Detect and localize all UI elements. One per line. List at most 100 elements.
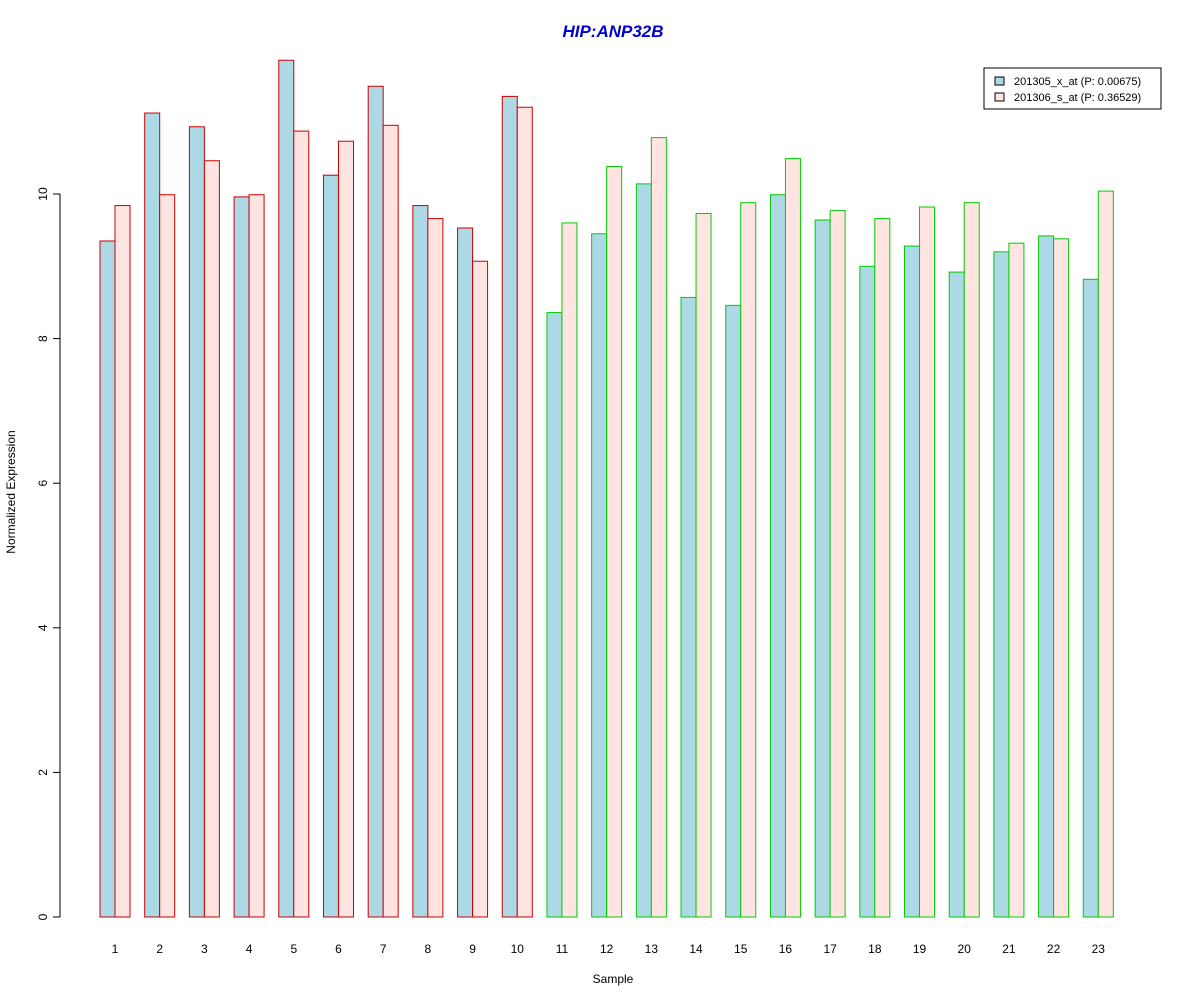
category-group <box>278 59 310 918</box>
bar-series-1 <box>1038 235 1055 918</box>
bar-series-2 <box>293 130 310 918</box>
bar-series-1 <box>367 85 384 918</box>
x-tick-label: 22 <box>1047 942 1061 956</box>
bar-series-1 <box>948 271 965 918</box>
bar-series-2 <box>784 158 801 918</box>
x-tick-label: 20 <box>958 942 972 956</box>
x-tick-label: 3 <box>201 942 208 956</box>
bar-series-2 <box>472 260 489 918</box>
y-tick-label: 10 <box>36 187 50 201</box>
bar-series-1 <box>725 304 742 918</box>
bar-series-1 <box>904 245 921 918</box>
bar-series-1 <box>591 233 608 918</box>
bar-series-1 <box>144 112 161 918</box>
category-group <box>233 194 265 918</box>
x-tick-label: 15 <box>734 942 748 956</box>
x-tick-label: 10 <box>511 942 525 956</box>
x-tick-label: 16 <box>779 942 793 956</box>
bar-series-1 <box>859 265 876 918</box>
y-axis: 0 2 4 6 8 10 <box>36 187 61 920</box>
y-tick-label: 0 <box>36 913 50 920</box>
bar-series-2 <box>248 194 265 918</box>
bar-series-2 <box>382 124 399 918</box>
x-tick-label: 5 <box>290 942 297 956</box>
x-tick-label: 13 <box>645 942 659 956</box>
category-group <box>591 166 623 918</box>
legend: 201305_x_at (P: 0.00675) 201306_s_at (P: … <box>983 67 1162 110</box>
bar-series-2 <box>561 222 578 918</box>
bar-series-1 <box>412 205 429 918</box>
bar-series-2 <box>1097 190 1114 918</box>
category-group <box>680 213 712 918</box>
category-group <box>144 112 176 918</box>
bar-series-1 <box>501 95 518 918</box>
bar-series-2 <box>1053 238 1070 918</box>
legend-label: 201306_s_at (P: 0.36529) <box>1014 92 1141 104</box>
category-group <box>725 202 757 918</box>
bar-series-1 <box>1082 278 1099 918</box>
legend-label: 201305_x_at (P: 0.00675) <box>1014 76 1141 88</box>
x-tick-label: 1 <box>112 942 119 956</box>
bar-series-1 <box>680 296 697 918</box>
bar-series-2 <box>829 210 846 918</box>
y-tick-label: 8 <box>36 335 50 342</box>
x-tick-label: 6 <box>335 942 342 956</box>
x-tick-label: 4 <box>246 942 253 956</box>
bar-series-2 <box>516 106 533 918</box>
x-tick-label: 19 <box>913 942 927 956</box>
category-group <box>904 206 936 918</box>
category-group <box>859 218 891 918</box>
bar-series-1 <box>99 240 116 918</box>
bar-series-1 <box>814 219 831 918</box>
y-tick-label: 6 <box>36 480 50 487</box>
bar-series-2 <box>1008 242 1025 918</box>
y-axis-title: Normalized Expression <box>4 430 18 553</box>
y-tick-label: 2 <box>36 769 50 776</box>
bar-series-2 <box>695 213 712 918</box>
x-axis-title: Sample <box>593 972 634 986</box>
bar-series-1 <box>233 196 250 918</box>
category-group <box>99 205 131 918</box>
x-tick-label: 9 <box>469 942 476 956</box>
bar-series-2 <box>919 206 936 918</box>
bar-series-2 <box>963 202 980 918</box>
category-group <box>367 85 399 918</box>
bar-series-2 <box>159 194 176 918</box>
legend-swatch <box>994 76 1005 86</box>
bars-group <box>99 59 1114 918</box>
category-group <box>322 140 354 918</box>
chart-title: HIP:ANP32B <box>562 22 663 41</box>
category-group <box>1082 190 1114 918</box>
legend-swatch <box>994 92 1005 102</box>
bar-series-1 <box>635 183 652 918</box>
bar-series-1 <box>322 174 339 918</box>
bar-series-1 <box>278 59 295 918</box>
x-tick-label: 23 <box>1092 942 1106 956</box>
x-tick-label: 8 <box>425 942 432 956</box>
category-group <box>769 158 801 918</box>
bar-series-2 <box>740 202 757 918</box>
bar-series-1 <box>457 227 474 918</box>
category-group <box>546 222 578 918</box>
x-tick-label: 11 <box>556 942 569 956</box>
x-tick-label: 2 <box>156 942 163 956</box>
bar-series-2 <box>606 166 623 918</box>
category-group <box>501 95 533 918</box>
category-group <box>814 210 846 918</box>
x-tick-label: 21 <box>1002 942 1016 956</box>
category-group <box>948 202 980 918</box>
category-group <box>993 242 1025 918</box>
category-group <box>188 126 220 918</box>
category-group <box>635 137 667 918</box>
x-tick-label: 17 <box>823 942 837 956</box>
bar-series-2 <box>650 137 667 918</box>
category-group <box>1038 235 1070 918</box>
category-group <box>412 205 444 918</box>
y-tick-label: 4 <box>36 624 50 631</box>
x-tick-label: 18 <box>868 942 882 956</box>
bar-series-2 <box>203 160 220 918</box>
bar-series-1 <box>546 312 563 918</box>
x-tick-label: 14 <box>689 942 703 956</box>
